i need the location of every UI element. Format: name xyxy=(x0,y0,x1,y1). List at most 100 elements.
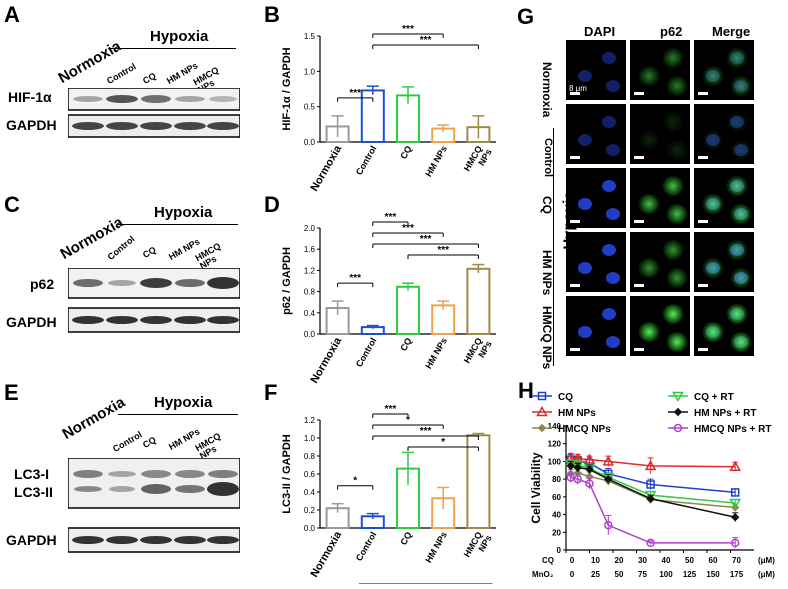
row-label-normoxia: Normoxia xyxy=(540,62,554,118)
bar-chart-f: 0.0 0.2 0.4 0.6 0.8 1.0 1.2 LC3-II / GAPDH Normo… xyxy=(281,404,496,584)
bar-hm-nps xyxy=(431,304,456,335)
y-tick-label: 0.4 xyxy=(304,488,316,497)
y-axis-label: LC3-II / GAPDH xyxy=(281,434,293,514)
scale-bar xyxy=(698,348,708,351)
lane-label-control: Control xyxy=(105,233,137,262)
p62-signal xyxy=(702,258,724,278)
y-axis-label: Cell Viability xyxy=(529,452,543,523)
hypoxia-bracket xyxy=(553,128,554,366)
micrograph-dapi xyxy=(566,104,626,164)
blot-row-label-lc3i: LC3-I xyxy=(14,466,49,482)
p62-signal xyxy=(726,112,748,132)
x-axis-unit: (μM) xyxy=(758,556,775,565)
nucleus xyxy=(602,116,616,128)
blot-row-label-p62: p62 xyxy=(30,276,55,292)
micrograph-p62 xyxy=(630,40,690,100)
scale-bar xyxy=(570,284,580,287)
significance-label: *** xyxy=(420,35,432,46)
micrograph-merge xyxy=(694,232,754,292)
scale-bar xyxy=(698,284,708,287)
y-tick-label: 0.6 xyxy=(304,470,316,479)
p62-signal xyxy=(662,48,684,68)
bar-cq xyxy=(396,285,420,335)
x-tick-label-text: Control xyxy=(354,144,379,177)
scale-bar xyxy=(634,92,644,95)
bar-hmcq-nps xyxy=(466,267,491,335)
y-tick-label: 0.0 xyxy=(304,138,316,147)
y-tick-label: 120 xyxy=(548,440,562,449)
y-tick-label: 0.2 xyxy=(304,506,316,515)
micrograph-p62 xyxy=(630,168,690,228)
col-header-dapi: DAPI xyxy=(584,24,616,39)
nucleus xyxy=(578,198,592,210)
nucleus xyxy=(606,336,620,348)
blot-a-membrane xyxy=(68,88,240,138)
x-tick-label: HM NPs xyxy=(423,530,449,564)
p62-signal xyxy=(702,66,724,86)
x-tick-label-mno2: 0 xyxy=(570,570,575,579)
panel-letter-b: B xyxy=(264,2,280,27)
panel-letter-e: E xyxy=(4,380,19,405)
row-label-hmcq: HMCQ NPs xyxy=(540,306,554,370)
p62-signal xyxy=(662,176,684,196)
y-tick-label: 0.5 xyxy=(304,103,316,112)
series-hm-nps-rt xyxy=(566,460,740,522)
y-tick-label: 100 xyxy=(548,457,562,466)
blot-row-label-gapdh: GAPDH xyxy=(6,532,57,548)
data-point xyxy=(604,474,613,484)
nucleus xyxy=(602,52,616,64)
series-hmcq-nps-rt xyxy=(566,471,740,549)
x-tick-label: CQ xyxy=(398,336,413,353)
y-tick-label: 0.8 xyxy=(304,288,316,297)
nucleus xyxy=(578,326,592,338)
micrograph-merge xyxy=(694,104,754,164)
legend-label: HMCQ NPs + RT xyxy=(694,424,772,435)
x-tick-label-mno2: 175 xyxy=(730,570,744,579)
x-tick-label-text: CQ xyxy=(398,530,413,547)
x-tick-label-text: Control xyxy=(354,336,379,369)
p62-signal xyxy=(666,332,688,352)
x-tick-label-text: Normoxia xyxy=(308,529,344,580)
nucleus xyxy=(578,134,592,146)
panel-letter-f: F xyxy=(264,380,278,405)
data-point xyxy=(644,490,657,502)
y-axis-label: HIF-1α / GAPDH xyxy=(281,47,293,130)
blot-e: Normoxia Hypoxia Control CQ HM NPs HMCQ … xyxy=(0,378,260,578)
p62-signal xyxy=(666,204,688,224)
y-tick-label: 1.2 xyxy=(304,416,316,425)
x-axis-label-cq: CQ xyxy=(542,556,554,565)
scale-bar xyxy=(570,156,580,159)
blot-row-label-hif: HIF-1α xyxy=(8,89,52,105)
significance-label: *** xyxy=(349,273,361,284)
y-tick-label: 1.0 xyxy=(304,67,316,76)
data-point xyxy=(571,460,584,472)
panel-letter-a: A xyxy=(4,2,20,27)
nucleus xyxy=(578,262,592,274)
scale-bar xyxy=(570,92,580,95)
data-point xyxy=(537,391,547,401)
y-tick-label: 2.0 xyxy=(304,224,316,233)
y-tick-label: 0.0 xyxy=(304,524,316,533)
y-tick-label: 0.4 xyxy=(304,309,316,318)
legend-label: HM NPs + RT xyxy=(694,408,757,419)
y-tick-label: 0.8 xyxy=(304,452,316,461)
x-tick-label: Control xyxy=(354,530,379,563)
nucleus xyxy=(730,116,744,128)
data-point xyxy=(573,463,582,472)
data-point xyxy=(730,538,740,548)
x-tick-label-cq: 70 xyxy=(732,556,741,565)
p62-signal xyxy=(638,66,660,86)
nucleus xyxy=(602,308,616,320)
data-point xyxy=(730,488,740,497)
x-tick-label-text: HM NPs xyxy=(423,144,449,178)
blot-c: Normoxia Hypoxia Control CQ HM NPs HMCQ … xyxy=(0,190,260,340)
panel-letter-d: D xyxy=(264,192,280,217)
line-chart-h: 0 20 40 60 80 100 120 140 Cell Viability 0 10 20 30 4… xyxy=(529,391,775,579)
p62-signal xyxy=(662,112,684,132)
x-tick-label-text: Normoxia xyxy=(308,143,344,192)
scale-bar xyxy=(570,220,580,223)
x-tick-label-text: HM NPs xyxy=(423,530,449,564)
x-tick-label-mno2: 50 xyxy=(615,570,624,579)
p62-signal xyxy=(666,140,688,160)
data-point xyxy=(729,460,741,471)
